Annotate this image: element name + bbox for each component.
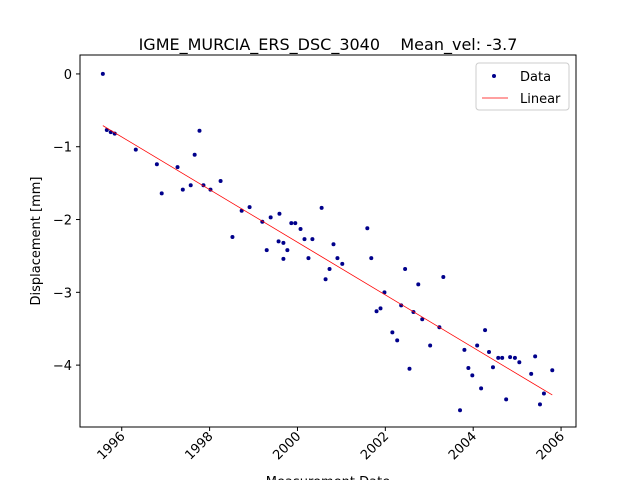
legend-label: Data [520,70,551,85]
data-point [335,256,340,261]
data-point [340,261,345,266]
data-point [327,267,332,272]
data-point [466,366,471,371]
data-point [268,215,273,220]
data-point [323,277,328,282]
data-point [133,147,138,152]
data-point [154,162,159,167]
x-axis-label: Measurement Date [266,475,390,480]
data-point [100,71,105,76]
data-point [382,290,387,295]
data-point [247,205,252,210]
data-point [319,205,324,210]
data-point [374,309,379,314]
data-point [550,368,555,373]
y-tick-label: −2 [53,214,72,229]
y-axis-label: Displacement [mm] [29,177,44,306]
data-point [541,391,546,396]
data-point [500,355,505,360]
data-point [504,397,509,402]
data-point [378,306,383,311]
data-point [537,402,542,407]
data-point [365,226,370,231]
data-point [180,187,185,192]
data-point [369,256,374,261]
legend-marker [492,74,496,78]
data-point [508,355,513,360]
data-point [399,303,404,308]
legend-label: Linear [520,92,561,107]
data-point [277,211,282,216]
chart-title: IGME_MURCIA_ERS_DSC_3040 Mean_vel: -3.7 [139,35,518,55]
y-tick-label: −1 [53,141,72,156]
data-point [331,242,336,247]
data-point [264,248,269,253]
fit-line [102,125,553,396]
data-point [496,355,501,360]
data-point [281,256,286,261]
data-point [285,248,290,253]
data-point [407,366,412,371]
data-point [462,347,467,352]
data-point [490,365,495,370]
data-point [403,267,408,272]
y-tick-label: −4 [53,359,72,374]
data-point [192,152,197,157]
data-point [289,221,294,226]
data-point [533,354,538,359]
data-point [470,373,475,378]
data-point [512,355,517,360]
data-point [293,221,298,226]
data-point [475,343,480,348]
data-point [487,350,492,355]
data-point [112,131,117,136]
data-point [479,386,484,391]
data-point [416,282,421,287]
data-point [458,408,463,413]
data-point [390,330,395,335]
data-point [483,328,488,333]
data-point [197,128,202,133]
data-point [529,371,534,376]
data-point [395,338,400,343]
data-point [298,226,303,231]
data-point [428,343,433,348]
data-point [230,234,235,239]
y-tick-label: −3 [53,286,72,301]
data-point [310,237,315,242]
data-point [188,183,193,188]
plot-frame [79,54,577,428]
data-point [420,317,425,322]
y-tick-label: 0 [64,68,72,83]
data-point [175,165,180,170]
data-point [306,256,311,261]
data-point [441,275,446,280]
data-point [276,239,281,244]
data-point [302,237,307,242]
data-point [218,178,223,183]
data-point [281,240,286,245]
data-point [159,191,164,196]
data-point [517,360,522,365]
